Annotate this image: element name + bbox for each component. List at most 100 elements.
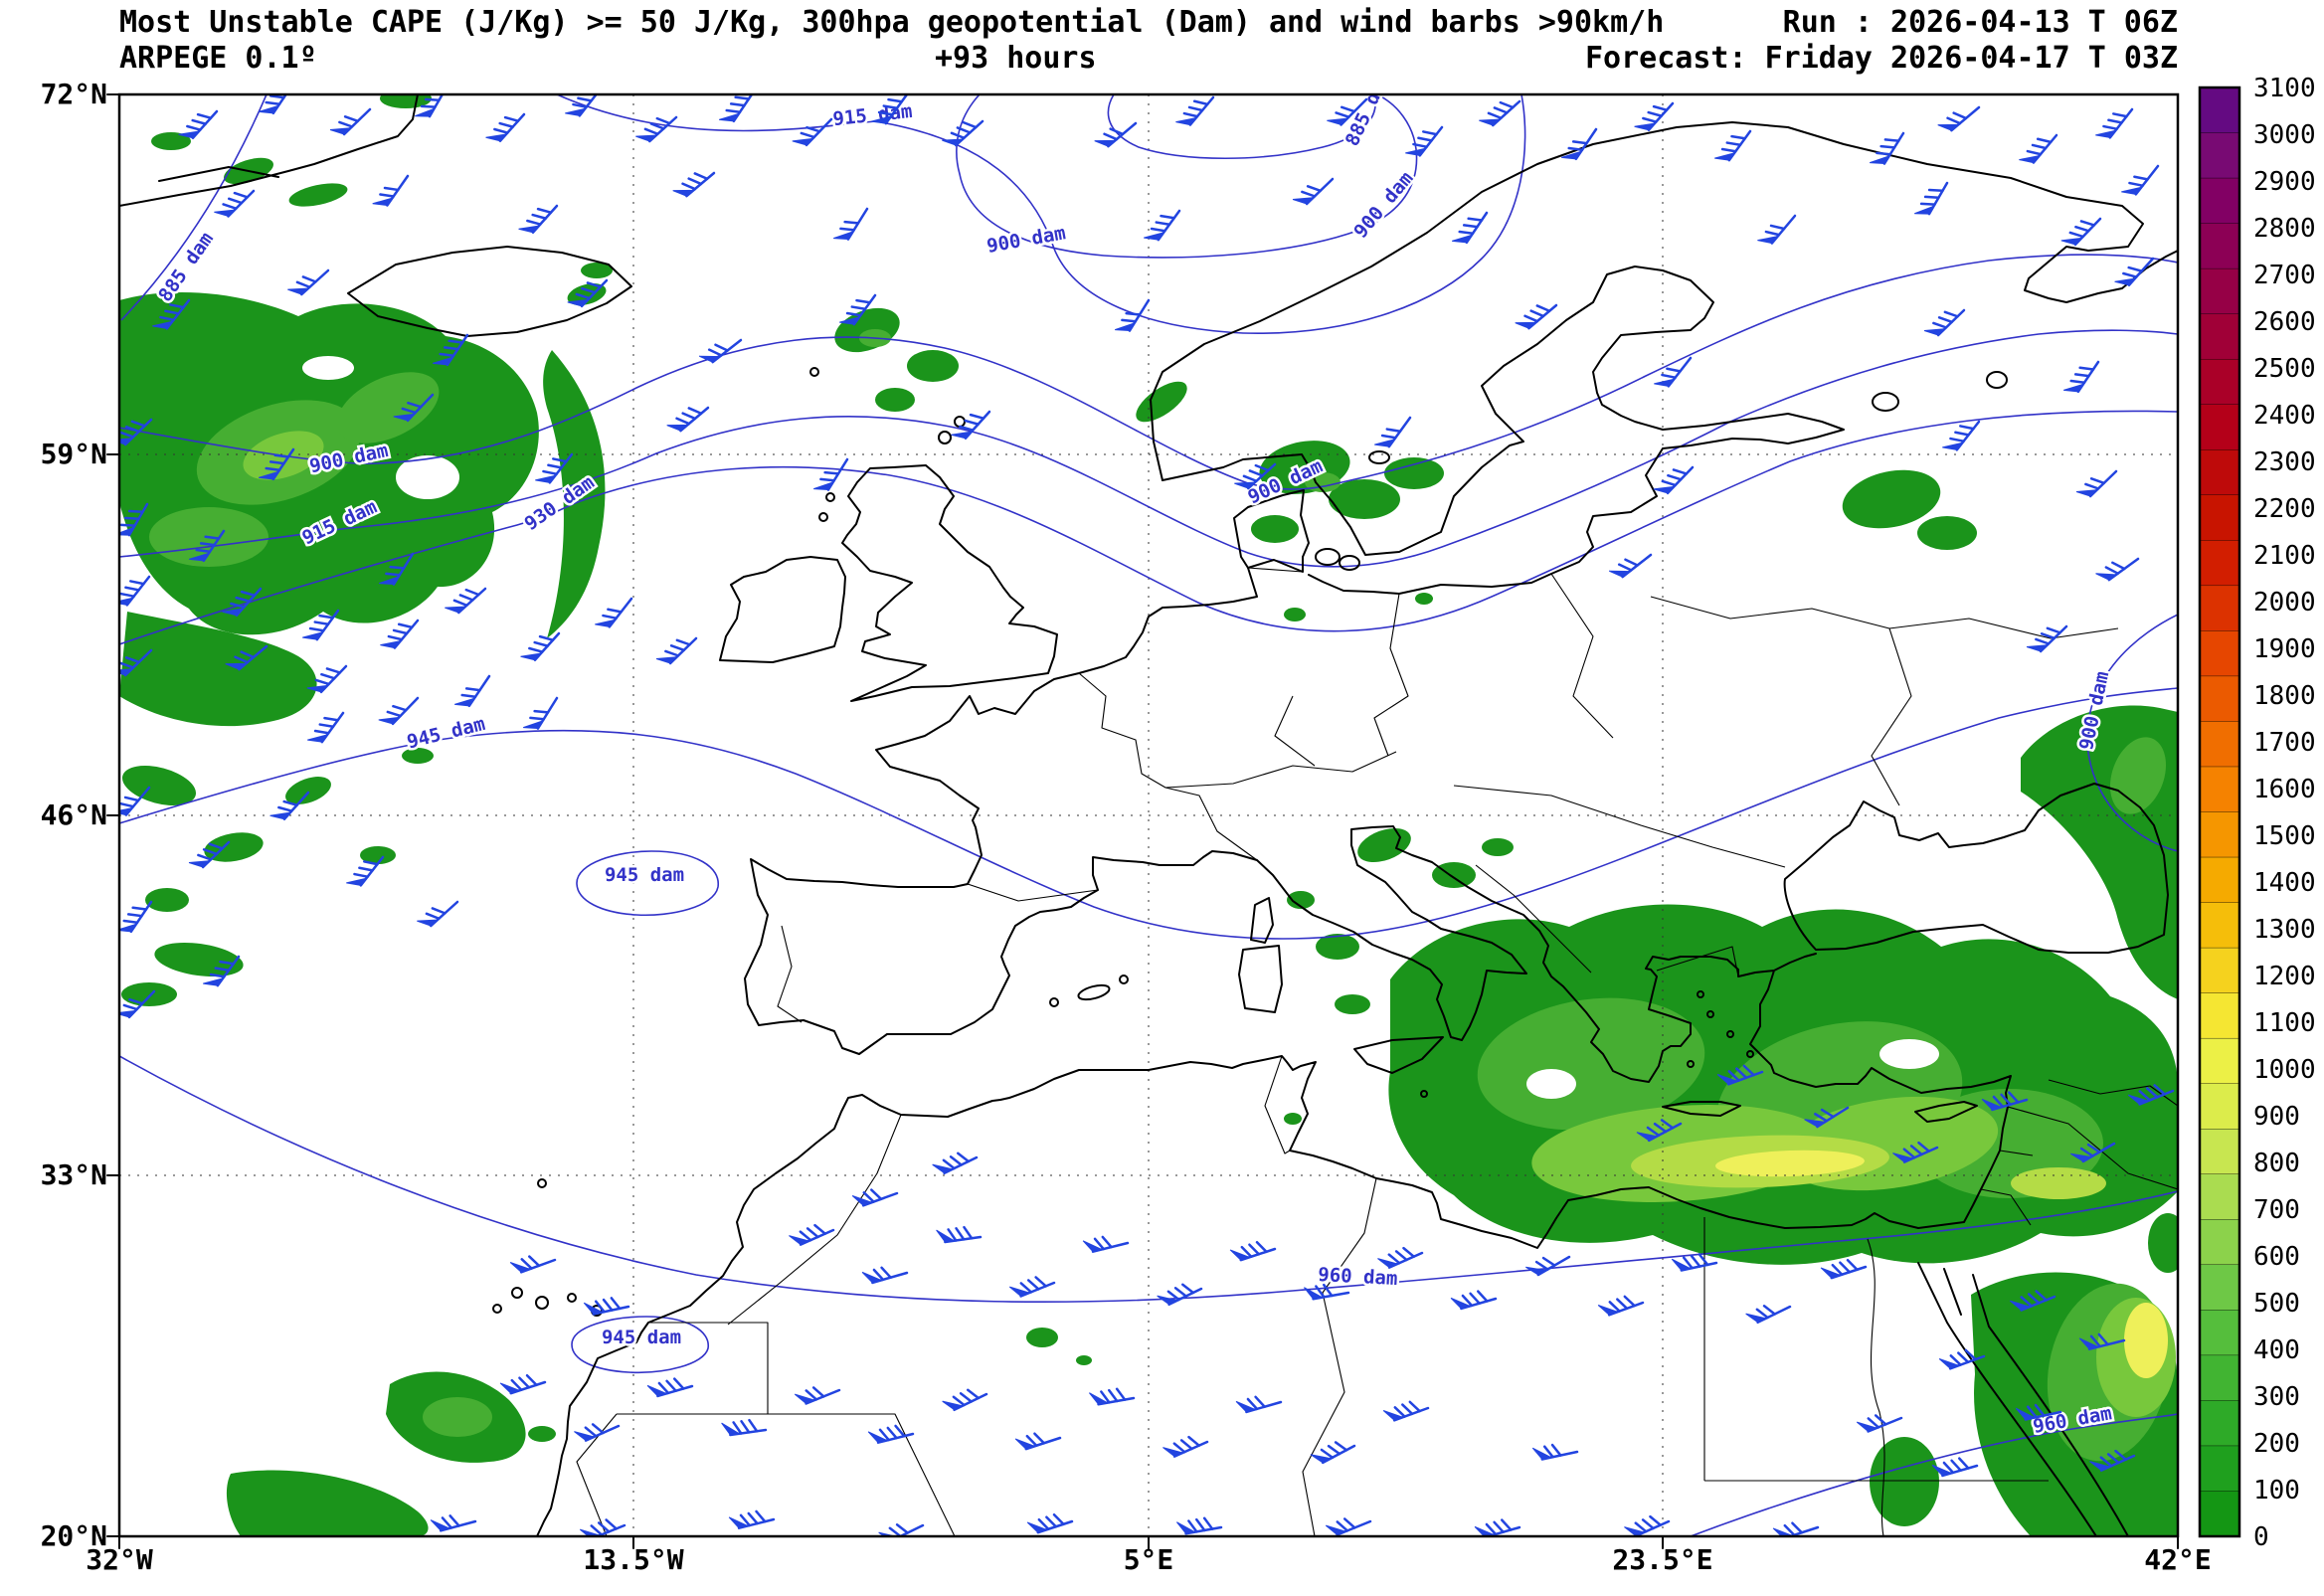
wind-barb <box>1450 1290 1498 1311</box>
wind-barb <box>189 529 226 563</box>
wind-barb <box>1524 1255 1571 1277</box>
hebrides <box>818 512 828 522</box>
cape-fragment <box>145 888 189 912</box>
wind-barb <box>1653 465 1695 495</box>
coastline-denmark <box>1233 489 1310 573</box>
coastline-baltic <box>1162 266 1845 595</box>
colorbar-tick-label: 1700 <box>2253 728 2316 758</box>
wind-barb <box>269 791 310 821</box>
colorbar-segment <box>2199 1310 2240 1356</box>
wind-barb <box>1820 1258 1868 1280</box>
cape-fragment <box>1842 469 1941 529</box>
cape-fragment <box>834 307 900 353</box>
wind-barb <box>1382 1400 1430 1422</box>
wind-barb <box>378 696 420 726</box>
contour-label: 900 dam <box>1349 167 1417 242</box>
cape-fragment <box>1136 381 1187 423</box>
colorbar-tick-label: 1000 <box>2253 1055 2316 1085</box>
wind-barb <box>871 94 909 125</box>
colorbar-outline <box>2198 86 2241 1538</box>
colorbar-tick-label: 1200 <box>2253 962 2316 991</box>
coastline-iceland <box>347 246 632 337</box>
cape-fragment <box>1287 891 1315 909</box>
wind-barb <box>119 575 151 607</box>
wind-barb <box>567 278 609 308</box>
colorbar-tick-label: 2400 <box>2253 401 2316 431</box>
colorbar-tick-label: 2300 <box>2253 447 2316 477</box>
colorbar-segment <box>2199 223 2240 269</box>
lake-onega <box>1986 371 2008 389</box>
canary-island <box>535 1296 549 1310</box>
wind-barb <box>813 457 849 491</box>
forecast-valid-label: Forecast: Friday 2026-04-17 T 03Z <box>1584 41 2178 76</box>
colorbar-tick-label: 2600 <box>2253 307 2316 337</box>
cape-fragment <box>285 777 331 804</box>
canary-island <box>492 1304 502 1314</box>
cape-fragment <box>1357 827 1411 863</box>
wind-barb <box>1981 1091 2029 1112</box>
cape-fragment <box>1482 838 1514 856</box>
contour-915-main <box>119 329 2178 568</box>
cape-gap <box>396 455 459 499</box>
wind-barb <box>287 268 330 296</box>
colorbar-segment <box>2199 992 2240 1039</box>
colorbar-segment <box>2199 902 2240 949</box>
wind-barb <box>574 1423 621 1442</box>
colorbar-tick-label: 200 <box>2253 1429 2300 1459</box>
wind-barb <box>306 664 348 694</box>
wind-barb <box>1561 127 1598 161</box>
wind-barb <box>721 1418 768 1437</box>
cape-fragment <box>1316 934 1359 960</box>
colorbar-tick-label: 3100 <box>2253 74 2316 103</box>
wind-barb <box>2069 1142 2116 1163</box>
contour-label: 945 dam <box>605 864 684 886</box>
wind-barb <box>1374 416 1412 448</box>
wind-barb <box>346 855 385 887</box>
wind-barb <box>851 1188 899 1207</box>
aegean-island <box>1746 1050 1754 1058</box>
wind-barb <box>2078 1332 2126 1350</box>
colorbar-segment <box>2199 630 2240 677</box>
lat-tick-label: 72°N <box>40 78 107 110</box>
colorbar-segment <box>2199 313 2240 360</box>
wind-barb <box>1714 129 1752 162</box>
wind-barb <box>2009 1290 2056 1312</box>
wind-barb <box>430 1514 477 1532</box>
cape-core <box>2011 1167 2106 1199</box>
coastline-ireland <box>719 556 846 663</box>
wind-barb <box>1377 1246 1424 1269</box>
wind-barb <box>1671 1253 1718 1272</box>
cape-fragment <box>380 94 432 108</box>
hebrides <box>825 492 835 502</box>
cape-fragment <box>402 748 434 764</box>
colorbar-segment <box>2199 1037 2240 1085</box>
geopotential-contours <box>119 94 2178 1536</box>
chart-title: Most Unstable CAPE (J/Kg) >= 50 J/Kg, 30… <box>119 5 1665 40</box>
colorbar-tick-label: 1300 <box>2253 915 2316 945</box>
wind-barb <box>119 900 153 934</box>
wind-barb <box>1608 553 1653 579</box>
cape-fragment <box>1284 608 1306 621</box>
wind-barb <box>1026 1512 1074 1534</box>
contour-label: 960 dam <box>1318 1264 1398 1290</box>
wind-barb <box>119 786 151 816</box>
wind-barb <box>259 447 295 481</box>
lake-vanern <box>1368 450 1390 464</box>
wind-barb <box>2063 360 2100 394</box>
wind-barb <box>1082 1235 1130 1253</box>
wind-barb <box>942 119 984 147</box>
axis-tick-marks <box>106 93 2179 1549</box>
wind-barb <box>485 112 526 143</box>
colorbar-segment <box>2199 1354 2240 1402</box>
cyprus <box>1914 1101 1978 1123</box>
wind-barb <box>1531 1443 1579 1461</box>
colorbar-tick-label: 1800 <box>2253 681 2316 711</box>
cape-fragment <box>1076 1355 1092 1365</box>
wind-barb <box>119 648 153 677</box>
contour-945-loop-south <box>571 1316 709 1374</box>
wind-barb <box>1624 1514 1671 1536</box>
cape-south-tail <box>119 612 317 727</box>
cape-fragment <box>567 283 607 305</box>
wind-barb <box>878 1523 925 1536</box>
colorbar-segment <box>2199 177 2240 225</box>
